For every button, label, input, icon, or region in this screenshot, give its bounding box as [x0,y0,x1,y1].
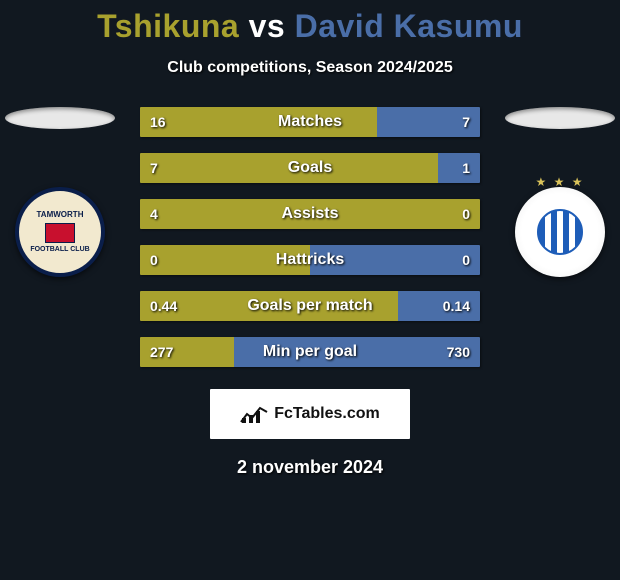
stat-row: Hattricks 0 0 [140,245,480,275]
player2-nat-flag [505,107,615,129]
logo-text: FcTables.com [274,405,380,423]
stat-row: Matches 16 7 [140,107,480,137]
player1-nat-flag [5,107,115,129]
stat-label: Goals [288,159,332,177]
player1-column: TAMWORTH FOOTBALL CLUB [0,107,120,277]
page-title: Tshikuna vs David Kasumu [0,8,620,45]
stat-fill-right [438,153,481,183]
stat-value-left: 7 [150,160,158,176]
infographic: Tshikuna vs David Kasumu Club competitio… [0,0,620,478]
player2-name: David Kasumu [295,8,523,44]
stat-value-left: 277 [150,344,173,360]
stat-value-right: 0 [462,252,470,268]
stat-value-left: 4 [150,206,158,222]
huddersfield-stars: ★ ★ ★ [536,175,585,189]
vs-text: vs [249,8,286,44]
player1-club-badge: TAMWORTH FOOTBALL CLUB [15,187,105,277]
stat-value-left: 16 [150,114,166,130]
player2-club-badge: ★ ★ ★ [515,187,605,277]
stat-value-right: 0 [462,206,470,222]
stat-row: Goals 7 1 [140,153,480,183]
stat-row: Goals per match 0.44 0.14 [140,291,480,321]
stats-list: Matches 16 7 Goals 7 1 Assists 4 0 Hattricks 0 0 Goa… [140,107,480,367]
stat-value-left: 0 [150,252,158,268]
logo-chart-icon [240,404,268,424]
stat-row: Assists 4 0 [140,199,480,229]
subtitle: Club competitions, Season 2024/2025 [0,59,620,77]
player2-column: ★ ★ ★ [500,107,620,277]
stat-label: Min per goal [263,343,357,361]
stat-value-right: 1 [462,160,470,176]
huddersfield-stripes [537,209,583,255]
fctables-logo: FcTables.com [210,389,410,439]
stat-value-left: 0.44 [150,298,177,314]
stat-value-right: 7 [462,114,470,130]
stat-label: Hattricks [276,251,344,269]
stat-value-right: 730 [447,344,470,360]
stat-label: Goals per match [247,297,372,315]
tamworth-text: TAMWORTH FOOTBALL CLUB [30,211,89,253]
stat-label: Assists [282,205,339,223]
stat-row: Min per goal 277 730 [140,337,480,367]
stat-label: Matches [278,113,342,131]
player1-name: Tshikuna [97,8,239,44]
stat-value-right: 0.14 [443,298,470,314]
comparison-area: TAMWORTH FOOTBALL CLUB ★ ★ ★ Matches167G… [0,107,620,367]
date-text: 2 november 2024 [0,457,620,478]
